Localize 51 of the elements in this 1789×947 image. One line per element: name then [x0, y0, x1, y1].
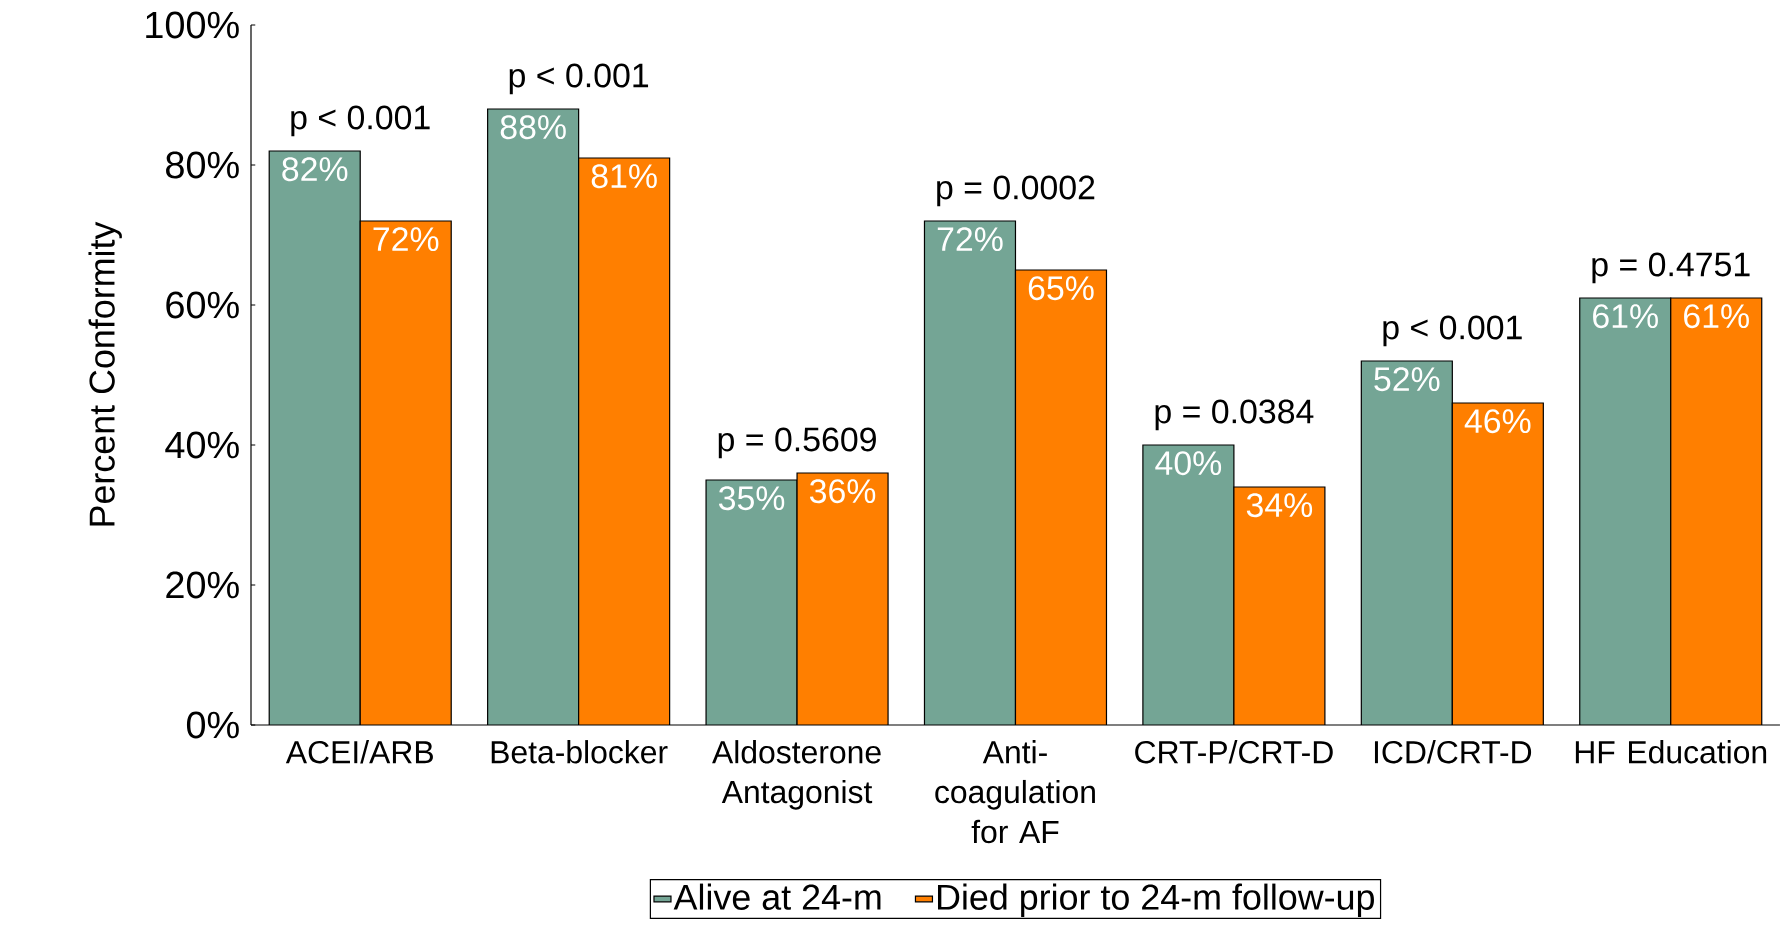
bar — [269, 150, 361, 725]
bar — [487, 108, 579, 725]
x-tick-label: Beta-blocker — [491, 740, 668, 764]
x-tick-label: CRT-P/CRT-D — [1135, 740, 1333, 764]
annotation: p < 0.001 — [509, 63, 649, 95]
bar — [1579, 297, 1672, 725]
bar — [1452, 403, 1544, 725]
data-label: 72% — [937, 227, 1003, 252]
x-tick-label: ACEI/ARB — [285, 740, 433, 764]
legend-label: Died prior to 24-m follow-up — [937, 883, 1374, 918]
y-tick-label: 0% — [186, 711, 239, 739]
bar — [360, 220, 452, 725]
annotation: p = 0.5609 — [718, 427, 876, 459]
x-tick-label: HF Education — [1575, 740, 1767, 764]
bar — [924, 220, 1016, 725]
annotation: p = 0.4751 — [1592, 252, 1750, 284]
legend-label: Alive at 24-m — [673, 883, 881, 910]
x-tick-label: Anti-coagulation for AF — [935, 740, 1095, 844]
annotation: p < 0.001 — [291, 105, 430, 137]
bar — [1233, 487, 1325, 725]
data-label: 72% — [373, 227, 439, 252]
data-label: 88% — [500, 115, 566, 140]
annotation: p = 0.0002 — [937, 175, 1095, 207]
bar — [1142, 445, 1234, 725]
x-tick-label: ICD/CRT-D — [1374, 740, 1532, 764]
bar — [797, 473, 889, 725]
y-axis-title: Percent Conformity — [88, 221, 122, 526]
y-tick-label: 20% — [166, 571, 239, 599]
annotation: p < 0.001 — [1383, 315, 1522, 347]
y-tick-label: 60% — [166, 291, 239, 319]
bar — [1670, 297, 1763, 725]
y-tick-label: 40% — [165, 431, 239, 459]
data-label: 52% — [1374, 367, 1440, 392]
data-label: 81% — [591, 164, 657, 189]
y-tick-label: 100% — [146, 11, 239, 39]
annotation: p = 0.0384 — [1155, 399, 1314, 431]
data-label: 36% — [809, 479, 876, 504]
bar — [1361, 361, 1453, 725]
data-label: 46% — [1464, 409, 1531, 434]
data-label: 65% — [1028, 276, 1094, 301]
bar — [706, 480, 798, 725]
bar — [1015, 269, 1107, 725]
data-label: 82% — [282, 157, 348, 182]
data-label: 61% — [1593, 304, 1658, 329]
data-label: 34% — [1246, 493, 1313, 518]
data-label: 61% — [1684, 304, 1749, 329]
y-tick-label: 80% — [166, 151, 239, 179]
data-label: 40% — [1155, 451, 1222, 476]
bar — [578, 157, 670, 725]
data-label: 35% — [718, 486, 785, 511]
x-tick-label: Aldosterone Antagonist — [712, 740, 881, 810]
